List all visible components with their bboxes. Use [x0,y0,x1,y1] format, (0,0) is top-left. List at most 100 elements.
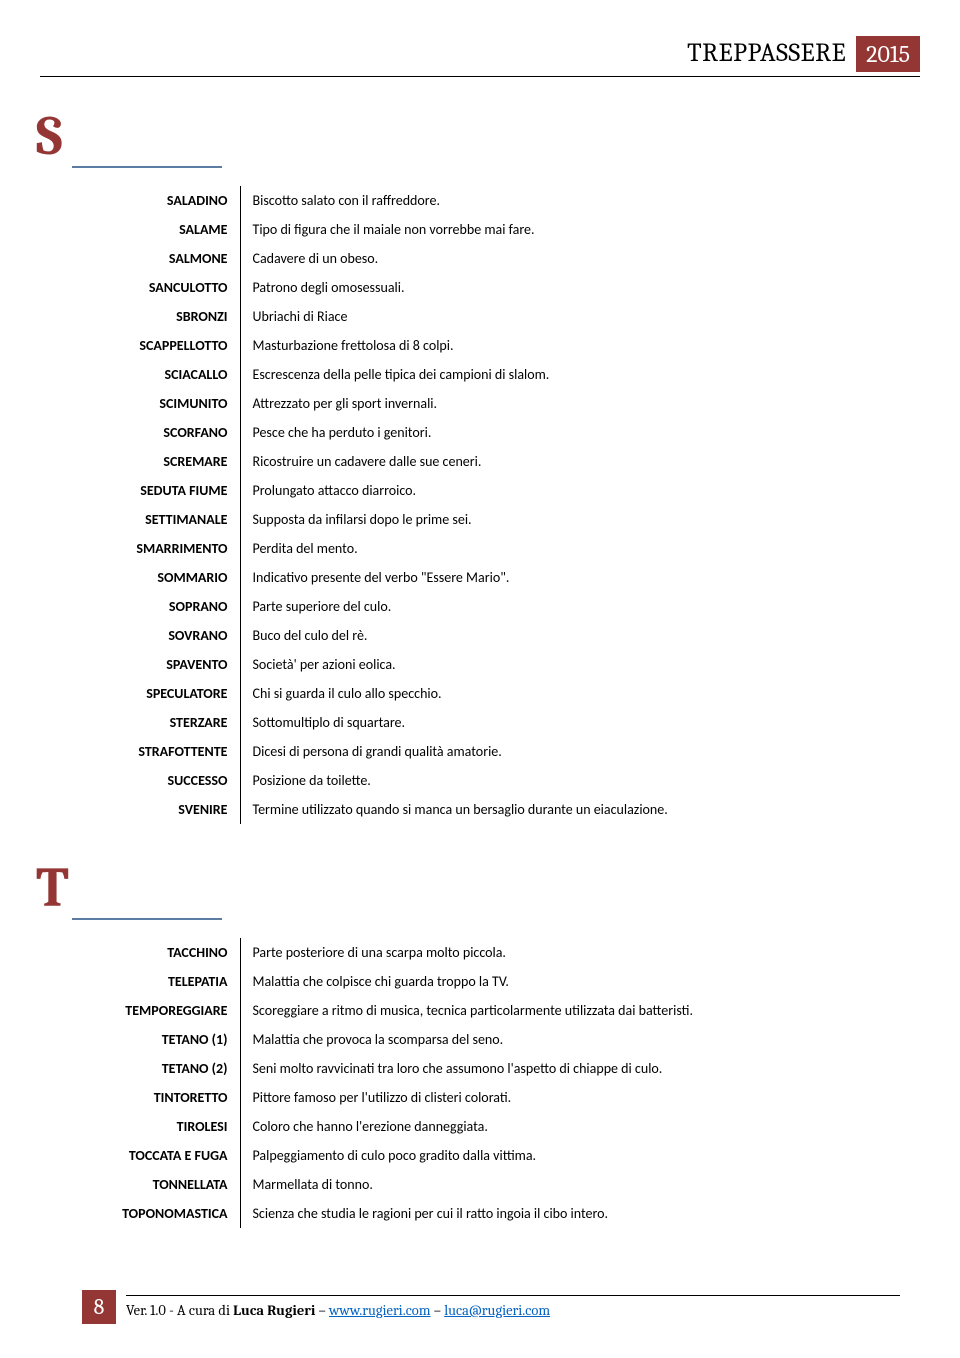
footer-version: Ver. 1.0 - A cura di [126,1302,233,1319]
definition-row: SPECULATOREChi si guarda il culo allo sp… [82,679,900,708]
definition-term: TETANO (1) [82,1025,240,1054]
definition-desc: Posizione da toilette. [240,766,900,795]
definition-row: SALAMETipo di figura che il maiale non v… [82,215,900,244]
definition-row: SOVRANOBuco del culo del rè. [82,621,900,650]
definition-row: SANCULOTTOPatrono degli omosessuali. [82,273,900,302]
definition-desc: Pittore famoso per l'utilizzo di clister… [240,1083,900,1112]
section-letter: S [36,108,900,164]
section-rule [72,166,222,168]
definition-row: TOCCATA E FUGAPalpeggiamento di culo poc… [82,1141,900,1170]
doc-title: TREPPASSERE [687,36,856,72]
definition-row: TONNELLATAMarmellata di tonno. [82,1170,900,1199]
definition-term: SALADINO [82,186,240,215]
definition-row: SALMONECadavere di un obeso. [82,244,900,273]
definition-row: SUCCESSOPosizione da toilette. [82,766,900,795]
section-gap [82,824,900,860]
definition-term: SEDUTA FIUME [82,476,240,505]
definition-term: SALAME [82,215,240,244]
content: SSALADINOBiscotto salato con il raffredd… [82,108,900,1228]
footer-author: Luca Rugieri [233,1302,315,1319]
definition-desc: Dicesi di persona di grandi qualità amat… [240,737,900,766]
section-rule [72,918,222,920]
definition-term: TOCCATA E FUGA [82,1141,240,1170]
definition-table: SALADINOBiscotto salato con il raffreddo… [82,186,900,824]
header: TREPPASSERE 2015 [687,36,920,72]
definition-row: SCORFANOPesce che ha perduto i genitori. [82,418,900,447]
definition-row: STRAFOTTENTEDicesi di persona di grandi … [82,737,900,766]
definition-desc: Seni molto ravvicinati tra loro che assu… [240,1054,900,1083]
definition-row: TIROLESIColoro che hanno l'erezione dann… [82,1112,900,1141]
definition-table: TACCHINOParte posteriore di una scarpa m… [82,938,900,1228]
definition-desc: Scienza che studia le ragioni per cui il… [240,1199,900,1228]
footer-text: Ver. 1.0 - A cura di Luca Rugieri – www.… [126,1295,900,1319]
definition-term: SOPRANO [82,592,240,621]
page-number: 8 [82,1290,116,1324]
definition-term: SVENIRE [82,795,240,824]
definition-desc: Perdita del mento. [240,534,900,563]
definition-row: TELEPATIAMalattia che colpisce chi guard… [82,967,900,996]
definition-term: SMARRIMENTO [82,534,240,563]
definition-desc: Palpeggiamento di culo poco gradito dall… [240,1141,900,1170]
footer: 8 Ver. 1.0 - A cura di Luca Rugieri – ww… [82,1290,900,1324]
definition-desc: Buco del culo del rè. [240,621,900,650]
definition-term: SCORFANO [82,418,240,447]
definition-term: TEMPOREGGIARE [82,996,240,1025]
definition-term: SALMONE [82,244,240,273]
section-letter: T [36,860,900,916]
definition-desc: Società' per azioni eolica. [240,650,900,679]
definition-row: SETTIMANALESupposta da infilarsi dopo le… [82,505,900,534]
definition-term: TACCHINO [82,938,240,967]
definition-desc: Escrescenza della pelle tipica dei campi… [240,360,900,389]
definition-desc: Malattia che provoca la scomparsa del se… [240,1025,900,1054]
definition-term: TELEPATIA [82,967,240,996]
definition-row: SCAPPELLOTTOMasturbazione frettolosa di … [82,331,900,360]
definition-desc: Attrezzato per gli sport invernali. [240,389,900,418]
definition-row: TOPONOMASTICAScienza che studia le ragio… [82,1199,900,1228]
definition-desc: Supposta da infilarsi dopo le prime sei. [240,505,900,534]
definition-desc: Parte posteriore di una scarpa molto pic… [240,938,900,967]
definition-desc: Chi si guarda il culo allo specchio. [240,679,900,708]
definition-term: SANCULOTTO [82,273,240,302]
definition-row: SOMMARIOIndicativo presente del verbo "E… [82,563,900,592]
definition-desc: Indicativo presente del verbo "Essere Ma… [240,563,900,592]
definition-term: SETTIMANALE [82,505,240,534]
definition-row: SOPRANOParte superiore del culo. [82,592,900,621]
definition-desc: Coloro che hanno l'erezione danneggiata. [240,1112,900,1141]
definition-row: SPAVENTOSocietà' per azioni eolica. [82,650,900,679]
definition-row: SALADINOBiscotto salato con il raffreddo… [82,186,900,215]
definition-term: TONNELLATA [82,1170,240,1199]
definition-desc: Scoreggiare a ritmo di musica, tecnica p… [240,996,900,1025]
definition-term: TETANO (2) [82,1054,240,1083]
definition-desc: Parte superiore del culo. [240,592,900,621]
header-rule [40,76,920,77]
definition-row: SVENIRETermine utilizzato quando si manc… [82,795,900,824]
definition-row: SBRONZIUbriachi di Riace [82,302,900,331]
definition-row: TEMPOREGGIAREScoreggiare a ritmo di musi… [82,996,900,1025]
definition-row: SCREMARERicostruire un cadavere dalle su… [82,447,900,476]
definition-term: SPAVENTO [82,650,240,679]
definition-desc: Sottomultiplo di squartare. [240,708,900,737]
definition-row: TETANO (1)Malattia che provoca la scompa… [82,1025,900,1054]
definition-desc: Marmellata di tonno. [240,1170,900,1199]
definition-term: STERZARE [82,708,240,737]
definition-term: STRAFOTTENTE [82,737,240,766]
definition-term: SBRONZI [82,302,240,331]
definition-row: SCIACALLOEscrescenza della pelle tipica … [82,360,900,389]
footer-sep1: – [315,1302,329,1319]
definition-term: SCREMARE [82,447,240,476]
definition-desc: Termine utilizzato quando si manca un be… [240,795,900,824]
definition-row: TACCHINOParte posteriore di una scarpa m… [82,938,900,967]
definition-term: SOMMARIO [82,563,240,592]
definition-row: TINTORETTOPittore famoso per l'utilizzo … [82,1083,900,1112]
definition-term: SOVRANO [82,621,240,650]
definition-desc: Malattia che colpisce chi guarda troppo … [240,967,900,996]
definition-desc: Biscotto salato con il raffreddore. [240,186,900,215]
definition-row: SMARRIMENTOPerdita del mento. [82,534,900,563]
definition-term: SUCCESSO [82,766,240,795]
footer-link-site[interactable]: www.rugieri.com [329,1302,431,1319]
footer-link-email[interactable]: luca@rugieri.com [444,1302,550,1319]
definition-row: SEDUTA FIUMEProlungato attacco diarroico… [82,476,900,505]
definition-desc: Ricostruire un cadavere dalle sue ceneri… [240,447,900,476]
definition-term: SCIACALLO [82,360,240,389]
definition-term: TIROLESI [82,1112,240,1141]
